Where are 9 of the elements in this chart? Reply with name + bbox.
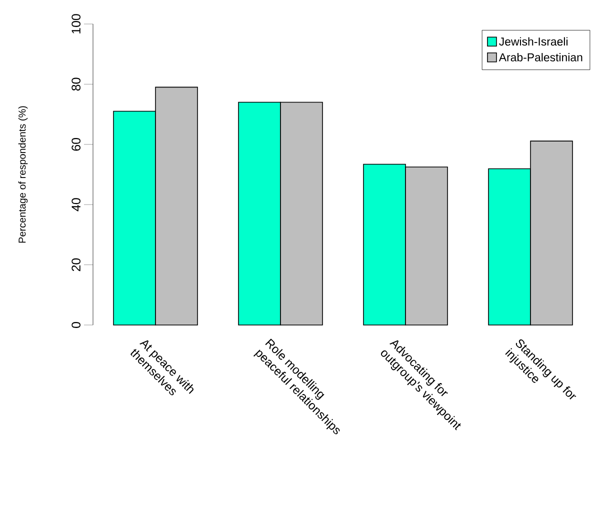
legend-label: Jewish-Israeli [499,37,568,46]
y-tick-label: 40 [72,198,80,212]
y-tick-label: 20 [72,258,80,272]
y-tick-label: 100 [72,14,80,34]
y-tick-label: 60 [72,138,80,151]
y-tick-label: 80 [72,78,80,91]
y-axis-title: Percentage of respondents (%) [18,106,28,243]
y-tick-label: 0 [72,322,80,328]
legend-label: Arab-Palestinian [498,52,582,62]
